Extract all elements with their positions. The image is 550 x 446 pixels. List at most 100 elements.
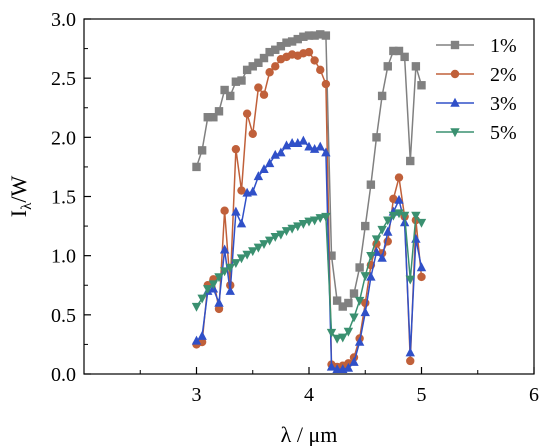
series-1pct-point [349, 289, 359, 298]
series-5pct-point [399, 211, 410, 221]
series-5pct [191, 209, 427, 344]
series-3pct-line [196, 140, 423, 371]
plot-area-border [83, 18, 535, 375]
series-layer [191, 30, 427, 373]
series-2pct-point [231, 144, 241, 154]
series-1pct-point [361, 221, 370, 231]
series-5pct-point [354, 296, 365, 306]
series-5pct-point [264, 236, 275, 246]
series-5pct-point [298, 220, 309, 229]
series-3pct-point [377, 252, 387, 262]
series-3pct-point [349, 356, 359, 366]
series-1pct-point [366, 180, 376, 189]
series-3pct-point [321, 147, 331, 157]
series-1pct-point [344, 298, 353, 308]
legend-label: 5% [490, 122, 517, 144]
series-1pct-point [287, 37, 297, 46]
y-axis-title: Iλ/W [6, 176, 35, 218]
series-5pct-point [394, 209, 404, 219]
series-1pct-point [203, 113, 212, 122]
y-axis: 0.0 0.5 1.0 1.5 2.0 2.5 3.0 [51, 9, 91, 386]
series-1pct-point [220, 85, 229, 95]
series-5pct-point [219, 267, 230, 277]
series-3pct-point [411, 233, 421, 243]
series-3pct-point [225, 285, 235, 295]
series-3pct-point [416, 262, 427, 272]
series-1pct-point [304, 31, 314, 40]
y-tick-label: 3.0 [51, 9, 76, 31]
series-2pct-point [265, 68, 274, 77]
series-5pct-point [214, 273, 224, 283]
series-3pct-point [259, 164, 269, 173]
series-2pct-point [214, 304, 224, 314]
series-5pct-point [276, 230, 286, 240]
series-1pct-point [372, 133, 381, 142]
series-5pct-point [366, 251, 376, 261]
series-1pct-point [377, 91, 387, 101]
series-1pct-point [197, 146, 207, 155]
series-2pct-point [254, 83, 263, 92]
legend: 1% 2% 3% 5% [436, 35, 517, 144]
series-5pct-point [343, 327, 354, 337]
series-3pct-point [360, 307, 370, 317]
series-1pct-point [226, 91, 235, 101]
series-5pct-point [304, 217, 314, 227]
series-1pct-point [265, 47, 274, 57]
y-axis-title-subscript: λ [19, 202, 35, 210]
series-5pct-point [315, 214, 325, 223]
y-tick-label: 2.0 [51, 127, 76, 149]
series-5pct-point [231, 259, 241, 268]
series-1pct-point [417, 81, 426, 90]
series-5pct-point [259, 240, 269, 250]
legend-item-5pct: 5% [436, 122, 517, 144]
series-1pct-point [321, 31, 331, 40]
y-tick-label: 0.0 [51, 364, 76, 386]
x-axis-title: λ / μm [281, 422, 338, 446]
series-5pct-point [360, 272, 370, 281]
series-2pct-point [237, 186, 246, 195]
series-2pct-point [406, 356, 415, 366]
series-3pct-point [304, 141, 314, 151]
series-2pct-point [248, 129, 257, 138]
series-1pct [192, 30, 426, 311]
series-3pct-point [326, 361, 337, 371]
series-3pct-point [343, 362, 354, 372]
legend-label: 1% [490, 35, 517, 57]
series-1pct-point [242, 65, 252, 75]
series-5pct-point [293, 222, 303, 232]
series-5pct-point [225, 263, 235, 273]
series-1pct-point [394, 46, 404, 56]
series-1pct-point [406, 156, 415, 166]
y-tick-label: 1.5 [51, 187, 76, 209]
legend-label: 3% [490, 93, 517, 115]
y-tick-label: 1.0 [51, 246, 76, 268]
series-1pct-point [411, 62, 421, 71]
series-1pct-point [282, 38, 291, 47]
series-2pct-point [220, 206, 229, 215]
series-2pct-point [242, 109, 252, 118]
series-5pct-point [309, 216, 320, 226]
series-5pct-point [405, 275, 415, 285]
series-3pct-point [231, 206, 241, 216]
series-5pct-point [242, 250, 252, 260]
series-5pct-point [388, 211, 399, 221]
legend-marker [450, 97, 460, 107]
series-2pct-point [389, 194, 398, 204]
series-1pct-point [293, 34, 302, 44]
series-1pct-point [237, 76, 246, 85]
x-tick-label: 6 [529, 384, 539, 406]
series-1pct-point [271, 45, 280, 54]
series-3pct-point [248, 186, 258, 196]
legend-marker [450, 69, 460, 79]
series-2pct-point [259, 90, 269, 99]
x-tick-label: 3 [192, 384, 202, 406]
series-5pct-point [197, 294, 207, 304]
series-1pct-point [192, 162, 201, 172]
series-3pct-point [293, 138, 303, 147]
series-3pct-point [191, 335, 202, 345]
series-5pct-point [411, 211, 421, 221]
series-3pct-point [253, 171, 264, 181]
series-1pct-point [316, 30, 325, 39]
series-5pct-point [208, 280, 219, 290]
